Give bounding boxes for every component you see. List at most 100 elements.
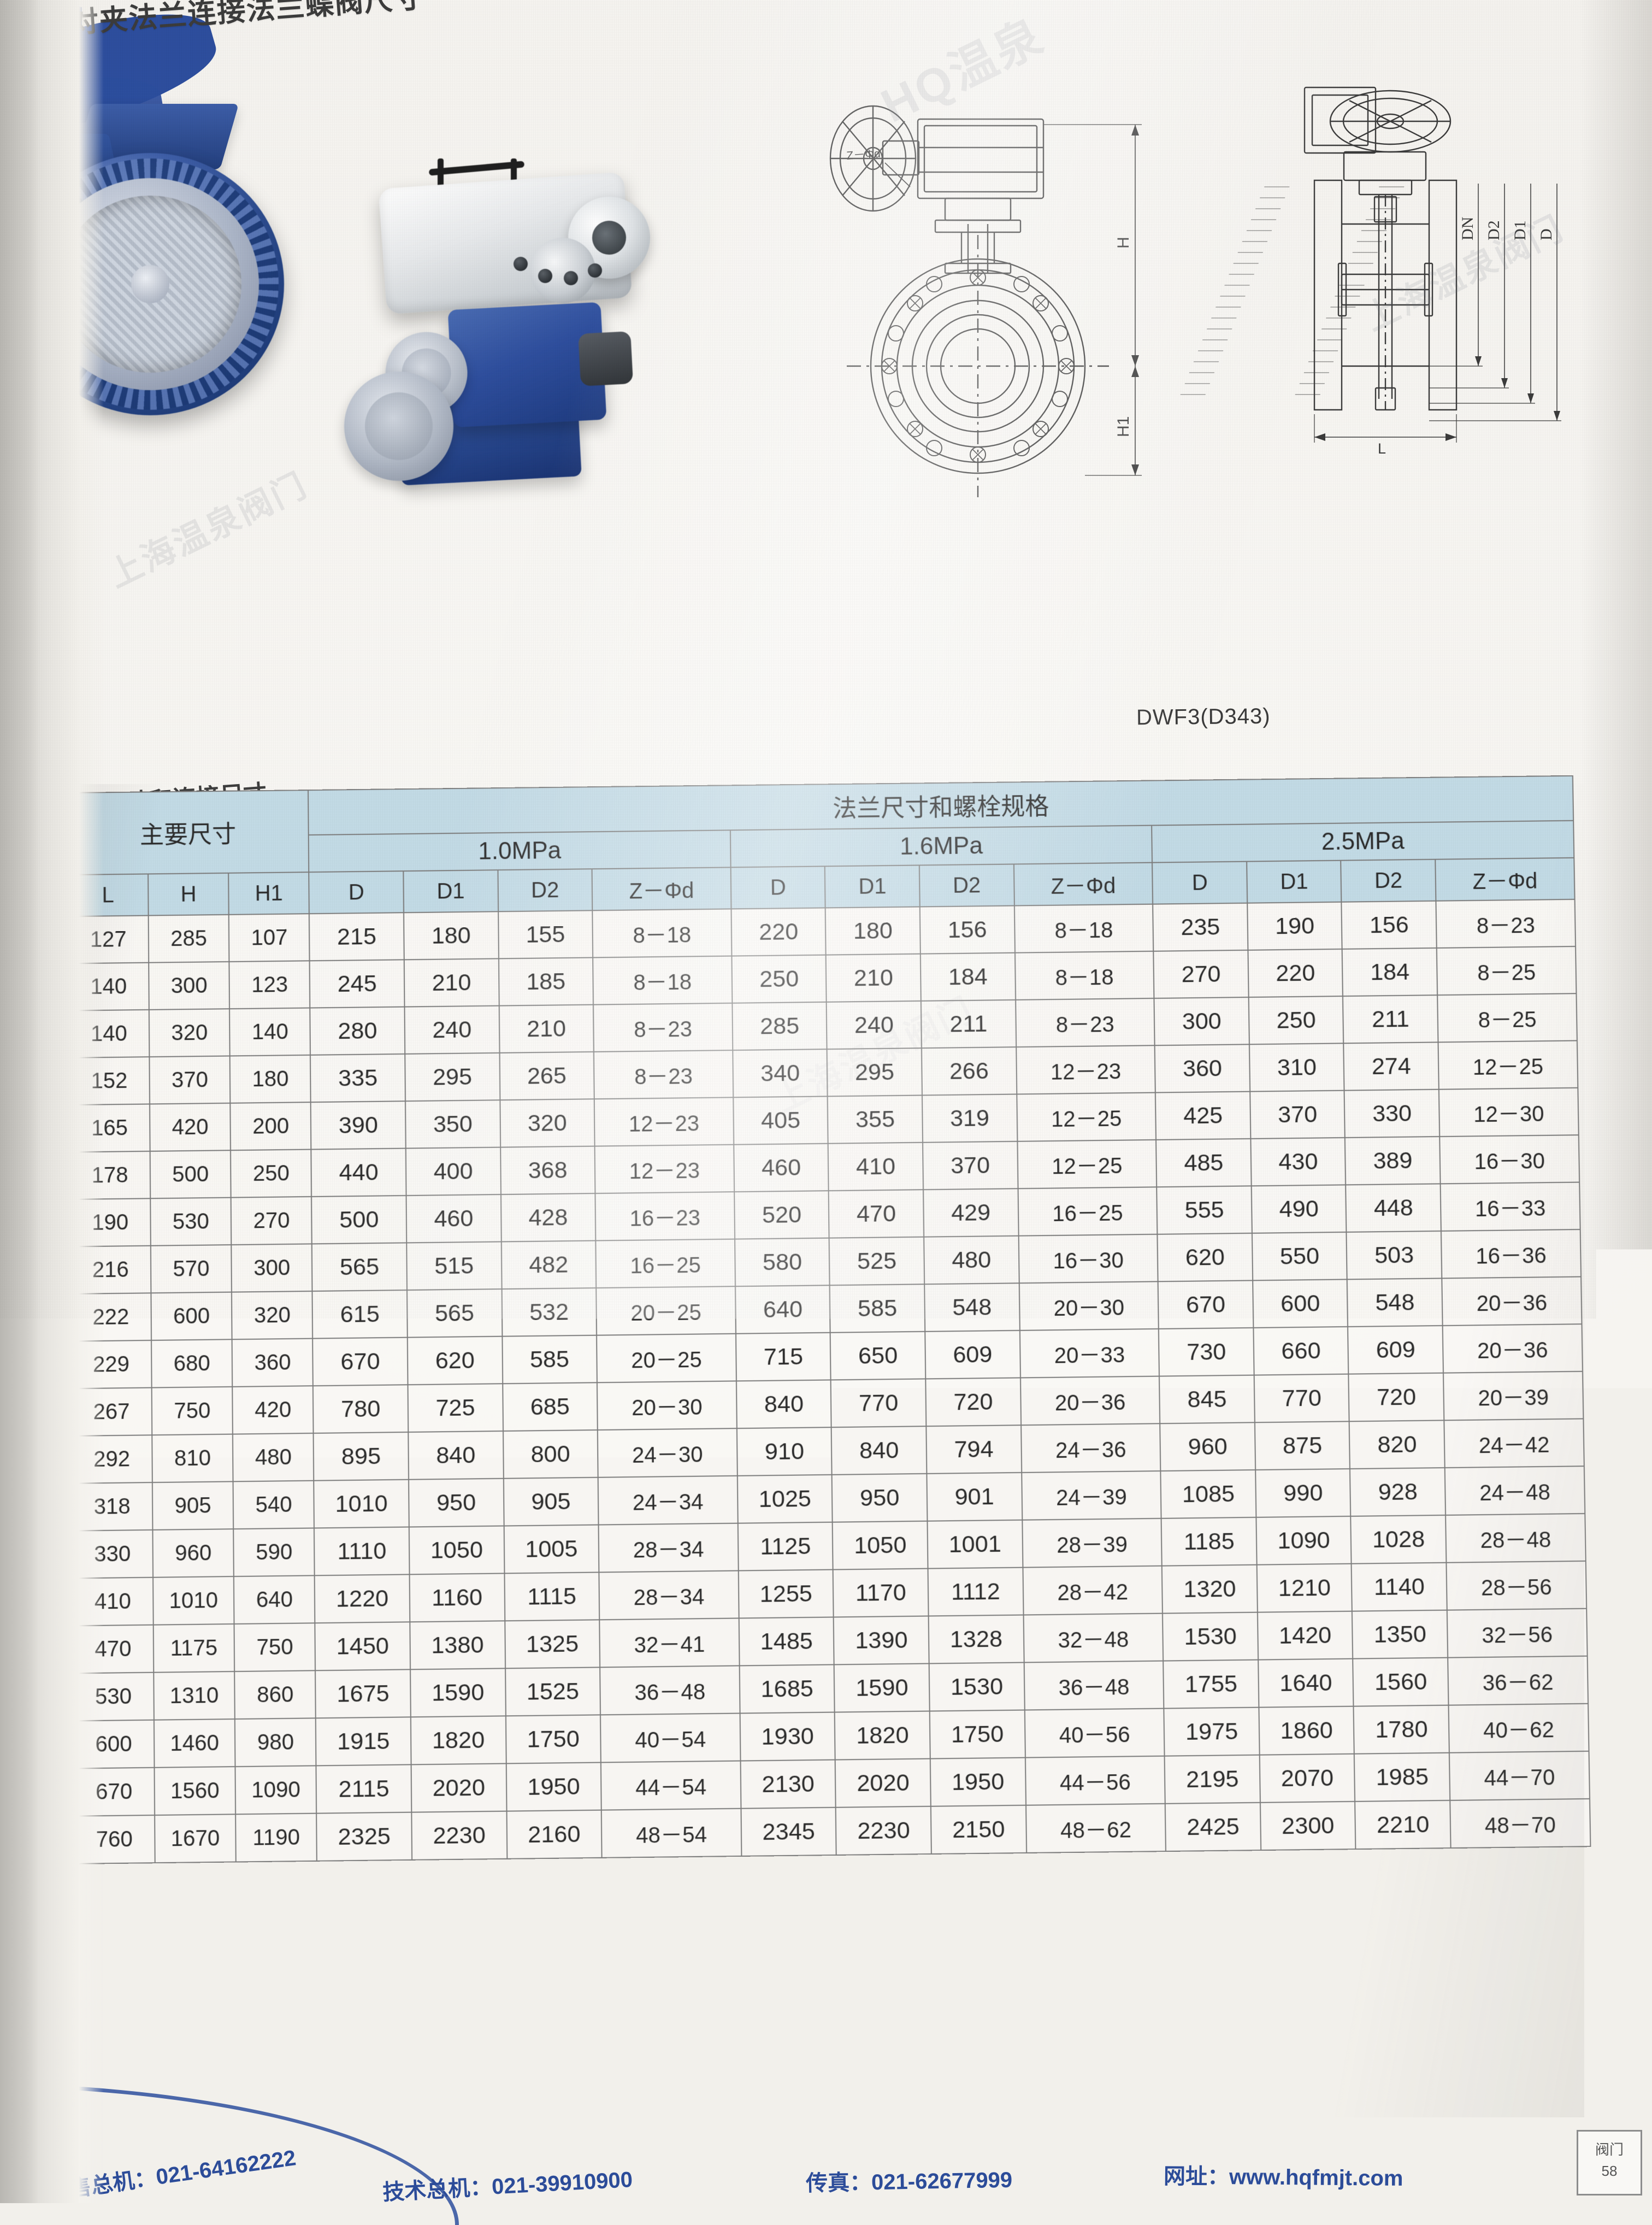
page-number-box: 阀门 58 [1577, 2130, 1642, 2195]
cell-p25-D2: 548 [1347, 1278, 1442, 1327]
cell-p25-D2: 274 [1344, 1042, 1439, 1090]
cell-p25-D2: 1560 [1353, 1658, 1449, 1706]
cell-p16-D2: 319 [922, 1094, 1017, 1142]
cell-dn: 150 [2, 1011, 69, 1059]
cell-H1: 200 [231, 1102, 311, 1150]
cell-p16-D2: 548 [924, 1283, 1019, 1332]
cell-p10-D2: 320 [500, 1099, 595, 1147]
cell-p16-D2: 1950 [930, 1758, 1026, 1806]
cell-p10-D: 1010 [314, 1480, 409, 1528]
cell-p10-D: 1675 [315, 1669, 410, 1718]
cell-p10-D1: 240 [404, 1006, 499, 1054]
cell-H: 500 [150, 1150, 231, 1198]
cell-p16-D: 1485 [739, 1617, 835, 1665]
cell-p10-D: 2115 [316, 1764, 411, 1813]
cell-p10-Zd: 16－25 [595, 1239, 735, 1288]
cell-p10-D: 215 [309, 913, 404, 961]
cell-p16-D1: 1170 [833, 1569, 929, 1617]
cell-dn: 125 [2, 963, 69, 1011]
cell-p10-D: 1110 [314, 1527, 409, 1576]
cell-p25-D2: 1780 [1354, 1705, 1449, 1754]
cell-dn: 1400 [6, 1673, 73, 1721]
cell-H1: 1090 [235, 1765, 317, 1814]
footer-tech-phone: 技术总机：021-39910900 [382, 2162, 633, 2206]
cell-p10-Zd: 20－25 [597, 1334, 736, 1383]
header-p25-D: D [1152, 862, 1247, 904]
page-title: 蝶阀对夹法兰连接法兰蝶阀尺寸 [9, 0, 424, 45]
cell-p10-D2: 428 [501, 1193, 596, 1241]
cell-L: 165 [69, 1104, 150, 1152]
cell-p25-D2: 330 [1344, 1090, 1439, 1138]
cell-p16-D1: 1590 [834, 1663, 930, 1712]
cell-p25-D2: 1985 [1354, 1753, 1450, 1802]
cell-p25-D2: 2210 [1355, 1800, 1451, 1849]
header-pressure-2-5: 2.5MPa [1152, 821, 1574, 863]
cell-p16-Zd: 8－23 [1016, 998, 1155, 1047]
cell-p16-D2: 1750 [930, 1710, 1025, 1759]
cell-p16-D: 1930 [740, 1712, 835, 1761]
cell-H1: 640 [234, 1575, 315, 1624]
header-dn: 公称通径 DN [1, 793, 68, 917]
cell-p25-D1: 430 [1250, 1138, 1346, 1186]
header-p25-D1: D1 [1247, 861, 1342, 903]
cell-p16-D: 840 [736, 1380, 831, 1428]
header-p10-D1: D1 [403, 870, 498, 913]
cell-H1: 180 [230, 1055, 311, 1103]
dim-h1-label: H1 [1114, 416, 1132, 437]
cell-p10-Zd: 28－34 [599, 1571, 739, 1620]
cell-p10-D: 280 [310, 1007, 405, 1055]
cell-p16-D2: 429 [923, 1188, 1018, 1237]
cell-dn: 800 [5, 1484, 72, 1532]
cell-p25-Zd: 16－36 [1441, 1229, 1581, 1278]
table-body: 100 127 285 107 215 180 155 8－18 220 180 156 8－18 23… [1, 899, 1590, 1864]
cell-L: 229 [70, 1340, 151, 1388]
cell-p25-Zd: 28－48 [1446, 1514, 1586, 1563]
cell-dn: 900 [5, 1531, 72, 1579]
cell-H: 1310 [154, 1671, 235, 1720]
dim-d1-label: D1 [1511, 220, 1529, 240]
cell-p16-D1: 410 [828, 1143, 923, 1191]
cell-p10-Zd: 28－34 [599, 1523, 739, 1573]
cell-dn: 1000 [5, 1578, 73, 1626]
cell-H1: 1190 [235, 1814, 317, 1862]
header-p10-D: D [309, 871, 404, 914]
cell-p25-D: 2195 [1165, 1755, 1260, 1804]
cell-p25-D1: 310 [1249, 1043, 1344, 1091]
cell-p25-D2: 156 [1342, 901, 1437, 949]
cell-p16-D2: 1112 [928, 1568, 1024, 1616]
cell-L: 216 [70, 1246, 151, 1294]
cell-p10-D1: 295 [405, 1053, 500, 1101]
cell-p16-Zd: 12－25 [1017, 1140, 1157, 1188]
cell-p25-D: 485 [1156, 1139, 1251, 1187]
cell-p25-Zd: 16－30 [1439, 1135, 1579, 1184]
cell-p16-D1: 240 [827, 1001, 922, 1049]
cell-p10-D1: 1820 [411, 1716, 506, 1764]
cell-L: 292 [71, 1435, 152, 1483]
cell-p10-D2: 800 [503, 1430, 598, 1479]
cell-p16-D: 580 [735, 1238, 830, 1287]
cell-p25-D: 620 [1158, 1233, 1253, 1281]
cell-p16-Zd: 12－25 [1017, 1093, 1156, 1141]
cell-p10-D1: 950 [409, 1479, 504, 1527]
cell-p10-D1: 1590 [410, 1668, 505, 1717]
cell-p25-D: 845 [1159, 1375, 1254, 1424]
cell-p16-D: 910 [737, 1427, 832, 1476]
cell-p16-Zd: 24－39 [1022, 1471, 1161, 1520]
cell-H: 1175 [154, 1624, 235, 1673]
drawing-front-view: Z－Φd H H1 [830, 106, 1142, 497]
cell-p16-Zd: 24－36 [1021, 1423, 1161, 1473]
cell-p16-D2: 156 [920, 906, 1015, 954]
cell-dn: 1800 [7, 1769, 74, 1817]
cell-p16-D1: 1820 [835, 1711, 930, 1760]
cell-H1: 360 [232, 1339, 313, 1387]
cell-p16-D: 250 [731, 955, 827, 1003]
cell-p16-D: 2130 [740, 1760, 836, 1809]
cell-p16-D2: 1530 [929, 1663, 1025, 1711]
cell-p16-D1: 525 [829, 1237, 924, 1286]
cell-p16-Zd: 20－33 [1019, 1329, 1159, 1378]
cell-p10-D2: 1525 [505, 1667, 600, 1716]
catalog-page: Z－Φd H H1 [0, 0, 1652, 2203]
cell-p16-Zd: 8－18 [1014, 904, 1153, 953]
cell-p16-D: 1255 [739, 1570, 834, 1618]
cell-H: 420 [150, 1103, 231, 1151]
